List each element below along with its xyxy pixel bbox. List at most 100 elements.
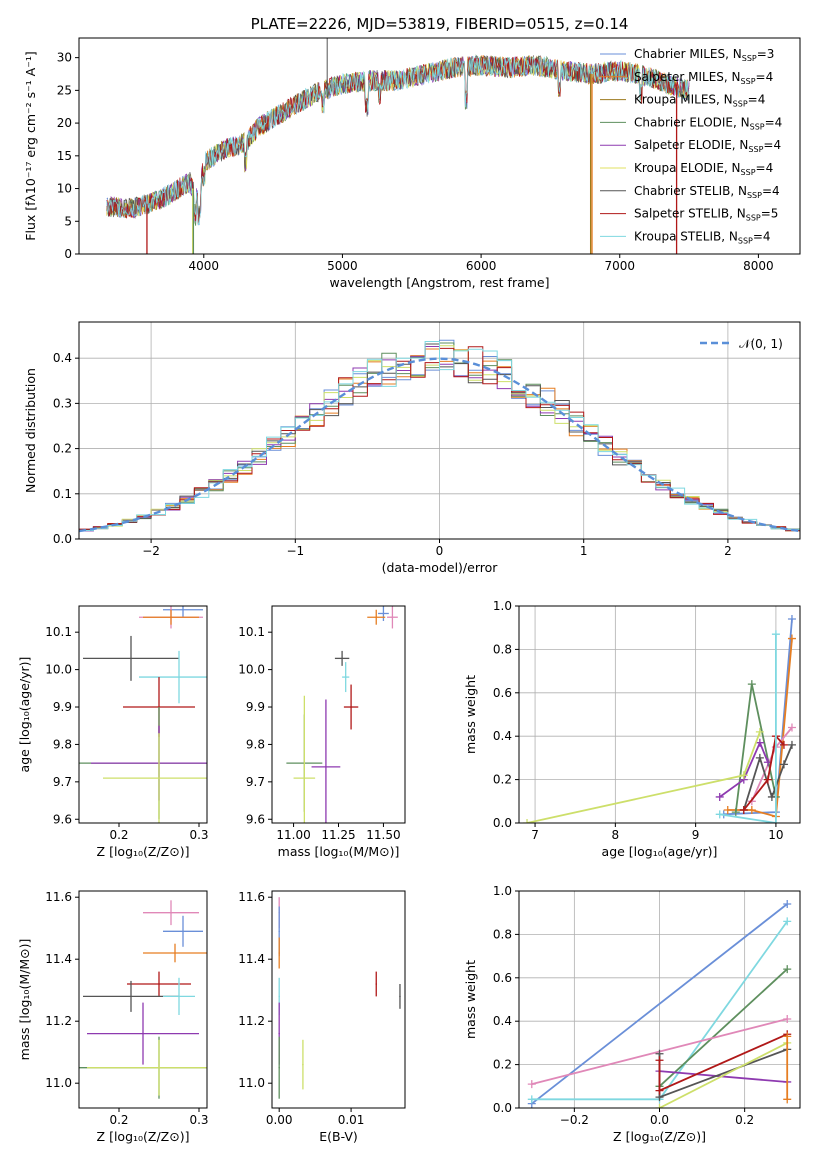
data-marker: [779, 760, 788, 769]
x-tick-label: 10: [768, 828, 783, 842]
x-tick-label: 4000: [189, 259, 220, 273]
histogram-7: [79, 341, 800, 534]
data-point: [130, 657, 132, 660]
data-point: [302, 1063, 304, 1066]
x-tick-label: −2: [142, 544, 160, 558]
y-tick-label: 11.2: [45, 1014, 72, 1028]
x-axis-label: age [log₁₀(age/yr)]: [602, 844, 718, 859]
data-marker: [655, 1086, 664, 1095]
y-tick-label: 30: [57, 51, 72, 65]
y-tick-label: 0.4: [493, 729, 512, 743]
data-marker: [739, 805, 748, 814]
mass_vs_EBV-ticks: 0.00 0.01 11.0 11.2 11.4 11.6: [238, 890, 364, 1127]
legend-subscript: SSP: [741, 168, 756, 177]
y-tick-label: 9.6: [53, 812, 72, 826]
x-axis-label: (data-model)/error: [382, 560, 499, 575]
y-tick-label: 9.6: [246, 812, 265, 826]
age_vs_mass-frame: [271, 605, 406, 824]
legend-text: =4: [762, 184, 780, 198]
data-marker: [767, 792, 776, 801]
data-point: [382, 612, 385, 615]
data-marker: [715, 792, 724, 801]
weight-series-6: [658, 1033, 788, 1092]
chart-title: PLATE=2226, MJD=53819, FIBERID=0515, z=0…: [251, 15, 629, 33]
data-point: [375, 616, 378, 619]
spectrum-series-8: [106, 56, 690, 226]
data-marker: [783, 965, 792, 974]
mass_vs_Z-frame: [78, 890, 208, 1109]
x-tick-label: 0.2: [109, 828, 128, 842]
legend-text: Chabrier ELODIE, N: [634, 115, 750, 129]
legend-entry: Kroupa MILES, NSSP=4: [634, 93, 765, 109]
data-marker: [783, 900, 792, 909]
data-point: [178, 995, 180, 998]
age_vs_Z-frame: [78, 605, 208, 824]
legend-text: =3: [757, 47, 775, 61]
legend-text: Kroupa STELIB, N: [634, 229, 738, 243]
age_vs_Z-ticks: 0.2 0.3 9.6 9.7 9.8 9.9 10.0 10.1: [45, 625, 208, 842]
mass_vs_Z-plot: [79, 900, 207, 1099]
data-marker: [655, 1104, 664, 1108]
y-tick-label: 10.0: [45, 663, 72, 677]
data-marker: [783, 1032, 792, 1041]
x-tick-label: 9: [692, 828, 700, 842]
weight_vs_Z-plot: [527, 900, 792, 1108]
data-marker: [783, 1015, 792, 1024]
data-point: [174, 952, 176, 954]
y-axis-label: age [log₁₀(age/yr)]: [17, 657, 32, 773]
weight_vs_age-frame: [518, 605, 801, 824]
legend-text: =4: [756, 161, 774, 175]
data-point: [182, 608, 184, 611]
data-marker: [779, 740, 788, 749]
data-marker: [755, 727, 764, 736]
y-tick-label: 10.0: [238, 663, 265, 677]
y-tick-label: 9.7: [246, 775, 265, 789]
data-marker: [527, 1095, 536, 1104]
data-point: [278, 1032, 280, 1035]
data-point: [278, 995, 280, 998]
data-marker: [747, 805, 756, 814]
legend-subscript: SSP: [746, 214, 761, 223]
y-tick-label: 5: [64, 214, 72, 228]
legend-entry: 𝒩(0, 1): [739, 337, 783, 351]
x-tick-label: 2: [724, 544, 732, 558]
data-marker: [731, 808, 740, 817]
y-tick-label: 0.2: [493, 1058, 512, 1072]
data-point: [391, 616, 394, 619]
mass_vs_EBV-plot: [278, 897, 401, 1099]
data-marker: [771, 630, 780, 639]
x-tick-label: 8000: [743, 259, 774, 273]
weight_vs_age-ticks: 7 8 9 10 0.0 0.2 0.4 0.6 0.8 1.0: [493, 599, 784, 842]
spectrum-frame: [78, 37, 801, 255]
y-tick-label: 15: [57, 149, 72, 163]
y-axis-label: mass weight: [463, 960, 478, 1039]
y-tick-label: 0.0: [493, 816, 512, 830]
data-point: [170, 616, 172, 619]
x-tick-label: 6000: [466, 259, 497, 273]
weight-series-7: [743, 734, 785, 811]
data-point: [182, 930, 184, 933]
x-tick-label: 8: [612, 828, 620, 842]
y-tick-label: 11.6: [238, 890, 265, 904]
age_vs_Z-plot: [79, 606, 207, 823]
x-axis-label: wavelength [Angstrom, rest frame]: [329, 275, 549, 290]
y-tick-label: 1.0: [493, 884, 512, 898]
data-marker: [755, 738, 764, 747]
y-tick-label: 10: [57, 182, 72, 196]
data-point: [325, 766, 327, 768]
x-tick-label: 11.25: [321, 828, 355, 842]
y-tick-label: 0.4: [53, 351, 72, 365]
legend-text: Salpeter STELIB, N: [634, 207, 746, 221]
x-tick-label: 7: [531, 828, 539, 842]
legend-entry: Salpeter STELIB, NSSP=5: [634, 207, 778, 223]
y-tick-label: 9.7: [53, 775, 72, 789]
y-tick-label: 0.3: [53, 396, 72, 410]
weight-series-2: [658, 968, 788, 1087]
x-tick-label: 0.3: [189, 828, 208, 842]
x-tick-label: 0.3: [189, 1113, 208, 1127]
legend-text: Chabrier STELIB, N: [634, 184, 747, 198]
y-axis-label: Normed distribution: [23, 368, 38, 493]
y-tick-label: 0: [64, 247, 72, 261]
data-point: [303, 777, 306, 779]
